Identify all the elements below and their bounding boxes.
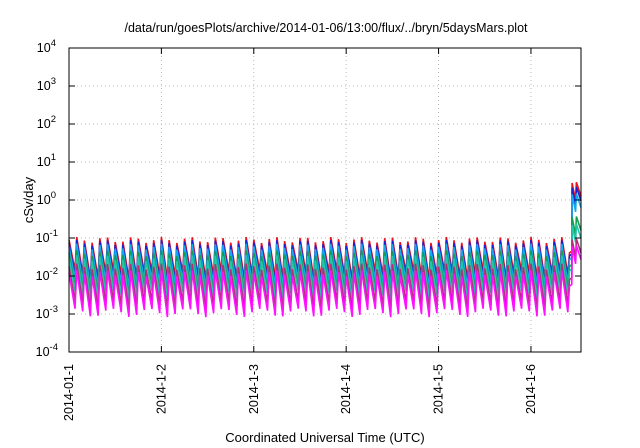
y-tick-base: 10 bbox=[37, 41, 51, 55]
y-tick-base: 10 bbox=[37, 79, 51, 93]
data-series bbox=[68, 181, 582, 318]
y-tick-exponent: 1 bbox=[51, 152, 56, 163]
y-tick-label: 103 bbox=[37, 76, 56, 93]
y-tick-label: 10-4 bbox=[36, 342, 58, 359]
y-tick-exponent: 3 bbox=[51, 76, 56, 87]
y-tick-base: 10 bbox=[36, 345, 50, 359]
y-tick-exponent: -4 bbox=[50, 342, 58, 353]
y-tick-label: 100 bbox=[37, 190, 56, 207]
y-tick-base: 10 bbox=[36, 307, 50, 321]
x-tick-label: 2014-1-5 bbox=[432, 364, 446, 414]
series-line bbox=[68, 245, 582, 318]
y-tick-exponent: 4 bbox=[51, 38, 56, 49]
y-tick-exponent: 0 bbox=[51, 190, 56, 201]
y-tick-label: 101 bbox=[37, 152, 56, 169]
y-tick-label: 10-3 bbox=[36, 304, 58, 321]
chart-title: /data/run/goesPlots/archive/2014-01-06/1… bbox=[124, 21, 528, 35]
y-tick-base: 10 bbox=[36, 269, 50, 283]
y-tick-label: 102 bbox=[37, 114, 56, 131]
x-tick-label: 2014-1-2 bbox=[154, 364, 168, 414]
x-tick-label: 2014-1-3 bbox=[247, 364, 261, 414]
y-tick-base: 10 bbox=[37, 155, 51, 169]
y-tick-base: 10 bbox=[37, 193, 51, 207]
y-axis-label: cSv/day bbox=[21, 176, 36, 223]
y-tick-label: 104 bbox=[37, 38, 56, 55]
y-tick-base: 10 bbox=[37, 117, 51, 131]
x-tick-label: 2014-01-1 bbox=[62, 364, 76, 421]
y-tick-exponent: -2 bbox=[50, 266, 58, 277]
x-tick-label: 2014-1-6 bbox=[524, 364, 538, 414]
y-tick-base: 10 bbox=[36, 231, 50, 245]
x-axis-label: Coordinated Universal Time (UTC) bbox=[225, 430, 424, 445]
y-tick-exponent: -1 bbox=[50, 228, 58, 239]
x-axis: 2014-01-1 2014-1-2 2014-1-3 2014-1-4 2014-1-… bbox=[62, 48, 538, 421]
y-tick-label: 10-2 bbox=[36, 266, 58, 283]
x-tick-label: 2014-1-4 bbox=[339, 364, 353, 414]
y-tick-exponent: -3 bbox=[50, 304, 58, 315]
y-tick-label: 10-1 bbox=[36, 228, 58, 245]
y-tick-exponent: 2 bbox=[51, 114, 56, 125]
